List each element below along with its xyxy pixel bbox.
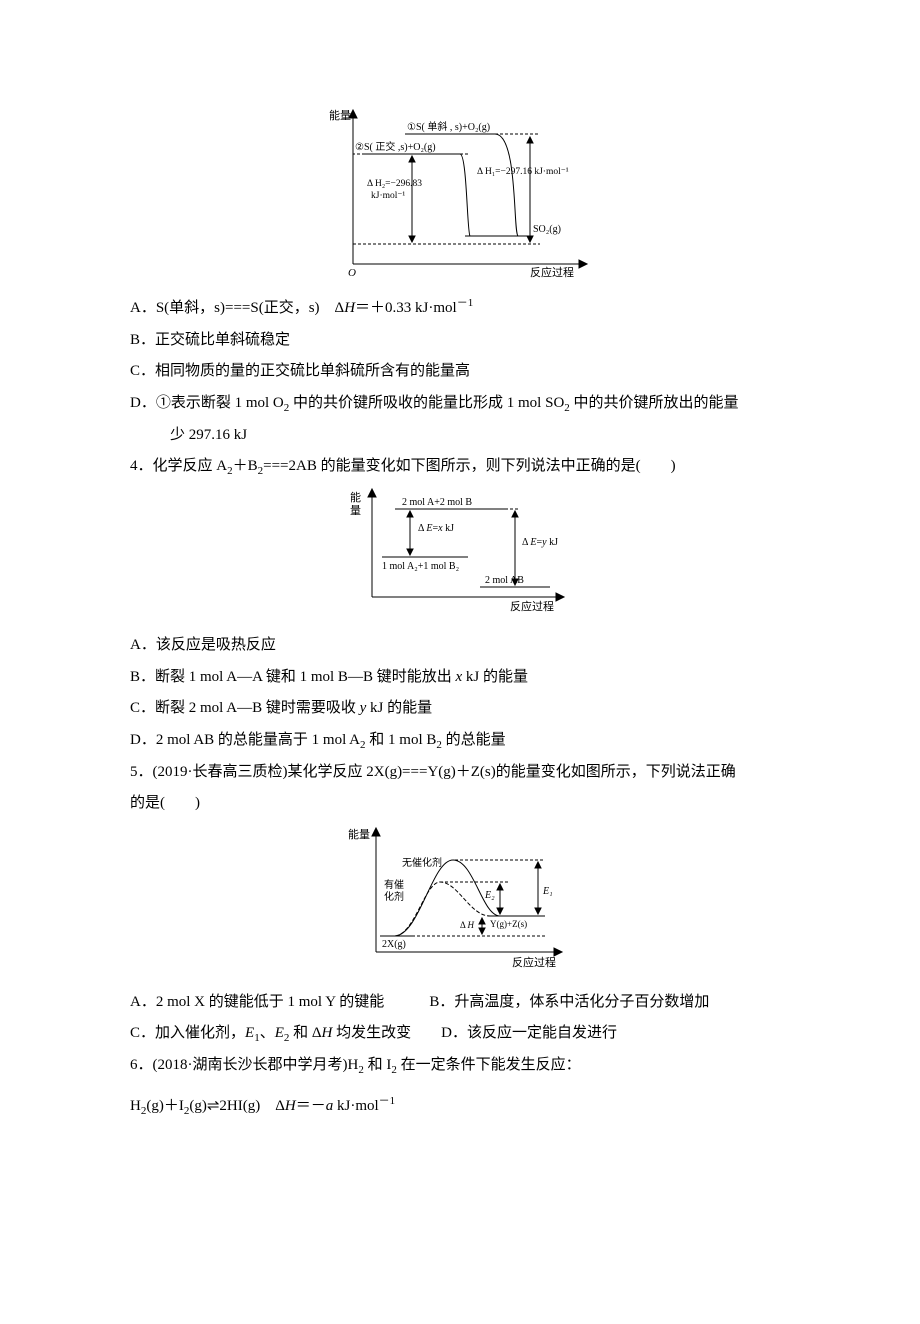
q4-d-2: 和 1 mol B (366, 732, 437, 748)
d3-xlabel: 反应过程 (512, 955, 556, 969)
d1-left-arrow-label-1: Δ H₂=−296.83 (367, 179, 422, 189)
q3-a-text-2: ＝＋0.33 kJ·mol (355, 300, 457, 316)
diagram-1-container: 能量 反应过程 O ①S( 单斜 , s)+O₂(g) ②S( 正交 ,s)+O… (130, 104, 790, 284)
q5-stem-line2: 的是( ) (130, 788, 790, 820)
q5-option-d: D．该反应一定能自发进行 (441, 1025, 617, 1041)
q5-option-a: A．2 mol X 的键能低于 1 mol Y 的键能 (130, 994, 384, 1010)
q6-stem-b: 和 I (364, 1057, 392, 1073)
d2-dE-right: Δ E=y kJ (522, 537, 558, 548)
q6-eq-c: (g)⇌2HI(g) Δ (189, 1098, 285, 1114)
d3-E1: E₁ (542, 886, 553, 897)
d3-ylabel: 能量 (348, 827, 370, 841)
q3-a-H: H (344, 300, 355, 316)
d3-prod: Y(g)+Z(s) (490, 919, 527, 929)
q3-option-c: C．相同物质的量的正交硫比单斜硫所含有的能量高 (130, 356, 790, 388)
q5-c-H: H (322, 1025, 333, 1041)
q5-c-1: C．加入催化剂， (130, 1025, 245, 1041)
q4-c-2: kJ 的能量 (366, 700, 432, 716)
d1-xlabel: 反应过程 (530, 265, 574, 279)
q3-option-d-line2: 少 297.16 kJ (130, 420, 790, 452)
q6-eq-d: ＝－ (296, 1098, 326, 1114)
q4-option-b: B．断裂 1 mol A—A 键和 1 mol B—B 键时能放出 x kJ 的… (130, 662, 790, 694)
d2-ylabel-a: 能 (350, 490, 361, 504)
d1-right-arrow-label: Δ H₁=−297.16 kJ·mol⁻¹ (477, 167, 569, 177)
d2-bot-level: 2 mol AB (485, 575, 524, 586)
energy-diagram-2: 能 量 反应过程 2 mol A+2 mol B 1 mol A₂+1 mol … (340, 487, 580, 617)
q3-a-exp: －1 (457, 297, 474, 309)
q6-stem: 6．(2018·湖南长沙长郡中学月考)H2 和 I2 在一定条件下能发生反应： (130, 1050, 790, 1082)
q4-b-1: B．断裂 1 mol A—A 键和 1 mol B—B 键时能放出 (130, 669, 455, 685)
q4-option-d: D．2 mol AB 的总能量高于 1 mol A2 和 1 mol B2 的总… (130, 725, 790, 757)
q6-eq-b: (g)＋I (146, 1098, 184, 1114)
d3-react: 2X(g) (382, 939, 406, 950)
q4-stem-a: 4．化学反应 A (130, 458, 227, 474)
d3-cata-a: 有催 (384, 878, 404, 891)
q4-c-1: C．断裂 2 mol A—B 键时需要吸收 (130, 700, 360, 716)
q6-eq-H: H (285, 1098, 296, 1114)
q3-option-a: A．S(单斜，s)===S(正交，s) ΔH＝＋0.33 kJ·mol－1 (130, 292, 790, 325)
diagram-2-container: 能 量 反应过程 2 mol A+2 mol B 1 mol A₂+1 mol … (130, 487, 790, 622)
energy-profile-diagram: 能量 反应过程 无催化剂 有催 化剂 E₁ E₂ Δ H Y(g)+Z(s) 2… (340, 824, 580, 974)
q6-eq-exp: －1 (379, 1095, 396, 1107)
q5-c-E1: E (245, 1025, 254, 1041)
q6-eq-e: kJ·mol (333, 1098, 378, 1114)
q3-option-d-line1: D．①表示断裂 1 mol O2 中的共价键所吸收的能量比形成 1 mol SO… (130, 388, 790, 420)
d1-left-arrow-label-2: kJ·mol⁻¹ (371, 191, 405, 201)
q3-d-3: 中的共价键所放出的能量 (570, 395, 739, 411)
d2-ylabel-b: 量 (350, 504, 361, 517)
q6-equation: H2(g)＋I2(g)⇌2HI(g) ΔH＝－a kJ·mol－1 (130, 1090, 790, 1123)
d3-E2: E₂ (484, 890, 495, 901)
d1-top-level: ①S( 单斜 , s)+O₂(g) (407, 120, 490, 133)
q4-b-2: kJ 的能量 (462, 669, 528, 685)
q3-option-b: B．正交硫比单斜硫稳定 (130, 325, 790, 357)
d1-bot-level: SO₂(g) (533, 224, 561, 235)
q5-c-3: 和 Δ (289, 1025, 321, 1041)
q3-a-text-1: A．S(单斜，s)===S(正交，s) Δ (130, 300, 344, 316)
q4-option-a: A．该反应是吸热反应 (130, 630, 790, 662)
q4-stem-c: ===2AB 的能量变化如下图所示，则下列说法中正确的是( ) (263, 458, 675, 474)
q5-c-4: 均发生改变 (332, 1025, 411, 1041)
d2-top-level: 2 mol A+2 mol B (402, 497, 472, 508)
d3-cata-b: 化剂 (384, 890, 404, 903)
q4-stem: 4．化学反应 A2＋B2===2AB 的能量变化如下图所示，则下列说法中正确的是… (130, 451, 790, 483)
q4-d-1: D．2 mol AB 的总能量高于 1 mol A (130, 732, 360, 748)
d1-ylabel: 能量 (329, 108, 351, 122)
d3-dH: Δ H (460, 920, 475, 930)
diagram-3-container: 能量 反应过程 无催化剂 有催 化剂 E₁ E₂ Δ H Y(g)+Z(s) 2… (130, 824, 790, 979)
q6-stem-c: 在一定条件下能发生反应： (397, 1057, 581, 1073)
q5-stem-line1: 5．(2019·长春高三质检)某化学反应 2X(g)===Y(g)＋Z(s)的能… (130, 757, 790, 789)
q5-options-row1: A．2 mol X 的键能低于 1 mol Y 的键能 B．升高温度，体系中活化… (130, 987, 790, 1019)
q3-d-2: 中的共价键所吸收的能量比形成 1 mol SO (289, 395, 564, 411)
q6-stem-a: 6．(2018·湖南长沙长郡中学月考)H (130, 1057, 358, 1073)
q6-eq-a: H (130, 1098, 141, 1114)
q3-d-1: D．①表示断裂 1 mol O (130, 395, 284, 411)
q4-d-3: 的总能量 (442, 732, 506, 748)
q5-option-b: B．升高温度，体系中活化分子百分数增加 (429, 994, 709, 1010)
d3-nocata: 无催化剂 (402, 856, 442, 869)
q5-options-row2: C．加入催化剂，E1、E2 和 ΔH 均发生改变 D．该反应一定能自发进行 (130, 1018, 790, 1050)
d2-mid-level: 1 mol A₂+1 mol B₂ (382, 561, 459, 572)
d2-dE-left: Δ E=x kJ (418, 523, 454, 534)
energy-diagram-1: 能量 反应过程 O ①S( 单斜 , s)+O₂(g) ②S( 正交 ,s)+O… (315, 104, 605, 279)
d1-origin: O (348, 267, 356, 279)
q4-option-c: C．断裂 2 mol A—B 键时需要吸收 y kJ 的能量 (130, 693, 790, 725)
q5-c-E2: E (275, 1025, 284, 1041)
d2-xlabel: 反应过程 (510, 599, 554, 613)
d1-mid-level: ②S( 正交 ,s)+O₂(g) (355, 140, 436, 153)
q5-c-2: 、 (260, 1025, 275, 1041)
q4-stem-b: ＋B (233, 458, 258, 474)
